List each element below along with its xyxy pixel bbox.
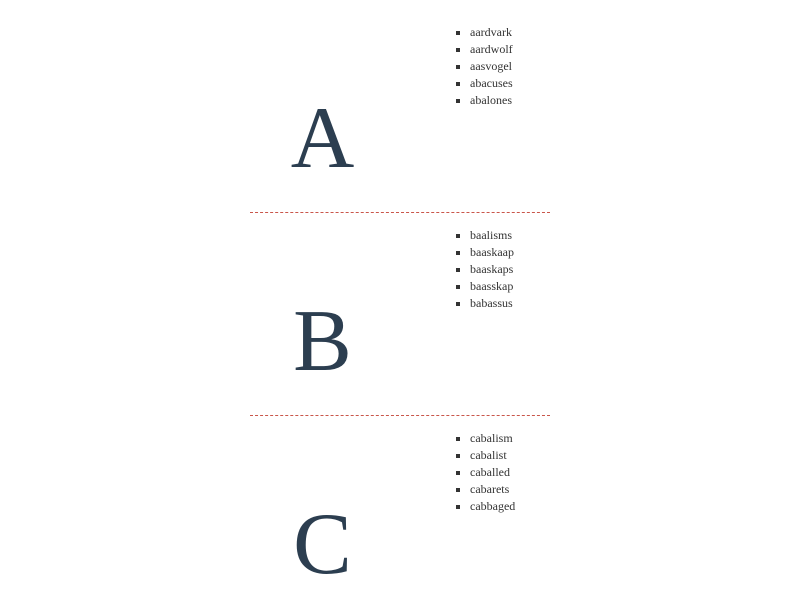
list-item: caballed bbox=[470, 464, 515, 481]
list-item: aasvogel bbox=[470, 58, 513, 75]
section-a: A aardvark aardwolf aasvogel abacuses ab… bbox=[250, 10, 550, 213]
list-item: aardwolf bbox=[470, 41, 513, 58]
list-item: abalones bbox=[470, 92, 513, 109]
section-c: C cabalism cabalist caballed cabarets ca… bbox=[250, 416, 550, 614]
list-item: babassus bbox=[470, 295, 514, 312]
list-item: cabalism bbox=[470, 430, 515, 447]
list-item: baaskaps bbox=[470, 261, 514, 278]
list-item: cabbaged bbox=[470, 498, 515, 515]
section-letter: C bbox=[293, 496, 352, 593]
section-letter: B bbox=[293, 293, 352, 390]
section-divider bbox=[250, 212, 550, 213]
section-b: B baalisms baaskaap baaskaps baasskap ba… bbox=[250, 213, 550, 416]
word-list: baalisms baaskaap baaskaps baasskap baba… bbox=[470, 227, 514, 312]
list-item: cabalist bbox=[470, 447, 515, 464]
list-item: cabarets bbox=[470, 481, 515, 498]
list-item: baalisms bbox=[470, 227, 514, 244]
section-divider bbox=[250, 415, 550, 416]
word-list: cabalism cabalist caballed cabarets cabb… bbox=[470, 430, 515, 515]
list-item: baasskap bbox=[470, 278, 514, 295]
word-list: aardvark aardwolf aasvogel abacuses abal… bbox=[470, 24, 513, 109]
list-item: baaskaap bbox=[470, 244, 514, 261]
list-item: aardvark bbox=[470, 24, 513, 41]
list-item: abacuses bbox=[470, 75, 513, 92]
section-letter: A bbox=[290, 90, 355, 187]
